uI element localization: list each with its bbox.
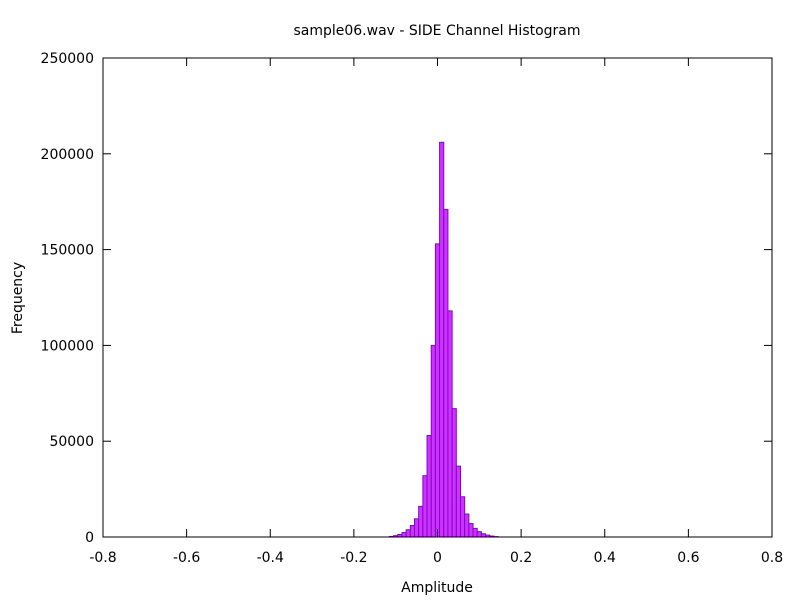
x-tick-label: -0.2 (340, 550, 367, 566)
y-axis-title: Frequency (10, 262, 26, 334)
histogram-bar (456, 466, 460, 537)
histogram-bar (444, 209, 448, 537)
histogram-bar (440, 142, 444, 537)
histogram-bar (448, 311, 452, 537)
x-tick-label: -0.4 (257, 550, 284, 566)
histogram-bar (477, 532, 481, 537)
histogram-bar (473, 528, 477, 537)
histogram-bar (435, 244, 439, 537)
histogram-bar (402, 533, 406, 537)
y-tick-label: 100000 (41, 338, 94, 354)
x-tick-label: 0 (433, 550, 442, 566)
y-tick-label: 50000 (49, 434, 94, 450)
y-tick-label: 250000 (41, 51, 94, 67)
x-axis-title: Amplitude (401, 580, 473, 596)
x-tick-label: 0.2 (510, 550, 532, 566)
x-tick-label: 0.8 (761, 550, 783, 566)
histogram-bar (469, 524, 473, 537)
x-tick-label: -0.8 (89, 550, 116, 566)
x-tick-label: -0.6 (173, 550, 200, 566)
histogram-bar (461, 497, 465, 537)
histogram-bar (419, 506, 423, 537)
histogram-bar (415, 519, 419, 537)
bars-layer (389, 142, 498, 537)
histogram-bar (465, 514, 469, 537)
histogram-bar (431, 345, 435, 537)
y-tick-label: 200000 (41, 147, 94, 163)
y-tick-label: 150000 (41, 243, 94, 259)
x-tick-label: 0.4 (594, 550, 616, 566)
chart-title: sample06.wav - SIDE Channel Histogram (293, 23, 580, 39)
histogram-bar (406, 530, 410, 537)
x-tick-label: 0.6 (677, 550, 699, 566)
histogram-bar (427, 435, 431, 537)
axes-layer: 0 50000 100000 150000 200000 250000 -0.8 -0.6 -0… (41, 51, 784, 566)
histogram-bar (452, 409, 456, 537)
histogram-bar (423, 476, 427, 537)
histogram-bar (410, 526, 414, 538)
y-tick-label: 0 (85, 530, 94, 546)
